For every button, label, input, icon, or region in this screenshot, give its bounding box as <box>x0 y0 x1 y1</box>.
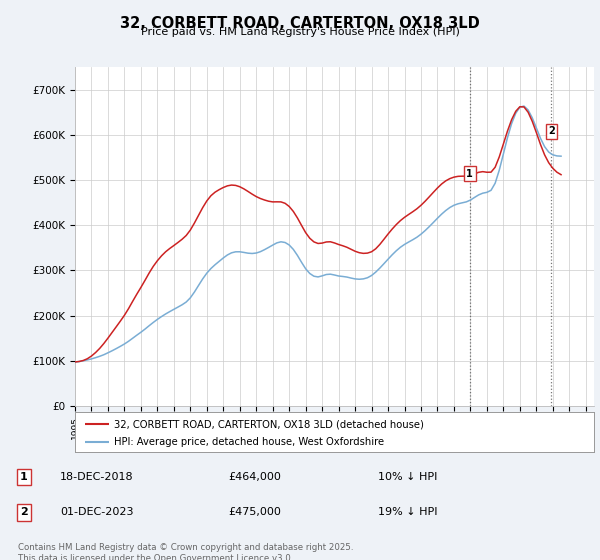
Text: 32, CORBETT ROAD, CARTERTON, OX18 3LD (detached house): 32, CORBETT ROAD, CARTERTON, OX18 3LD (d… <box>114 419 424 430</box>
Text: Contains HM Land Registry data © Crown copyright and database right 2025.
This d: Contains HM Land Registry data © Crown c… <box>18 543 353 560</box>
Text: 2: 2 <box>20 507 28 517</box>
Text: 19% ↓ HPI: 19% ↓ HPI <box>378 507 437 517</box>
Text: Price paid vs. HM Land Registry's House Price Index (HPI): Price paid vs. HM Land Registry's House … <box>140 27 460 37</box>
Text: 10% ↓ HPI: 10% ↓ HPI <box>378 472 437 482</box>
Text: 1: 1 <box>466 169 473 179</box>
Text: 1: 1 <box>20 472 28 482</box>
Text: £475,000: £475,000 <box>228 507 281 517</box>
Text: 32, CORBETT ROAD, CARTERTON, OX18 3LD: 32, CORBETT ROAD, CARTERTON, OX18 3LD <box>120 16 480 31</box>
Text: HPI: Average price, detached house, West Oxfordshire: HPI: Average price, detached house, West… <box>114 437 384 447</box>
Text: 2: 2 <box>548 127 555 136</box>
Text: 01-DEC-2023: 01-DEC-2023 <box>60 507 133 517</box>
Text: 18-DEC-2018: 18-DEC-2018 <box>60 472 134 482</box>
Text: £464,000: £464,000 <box>228 472 281 482</box>
